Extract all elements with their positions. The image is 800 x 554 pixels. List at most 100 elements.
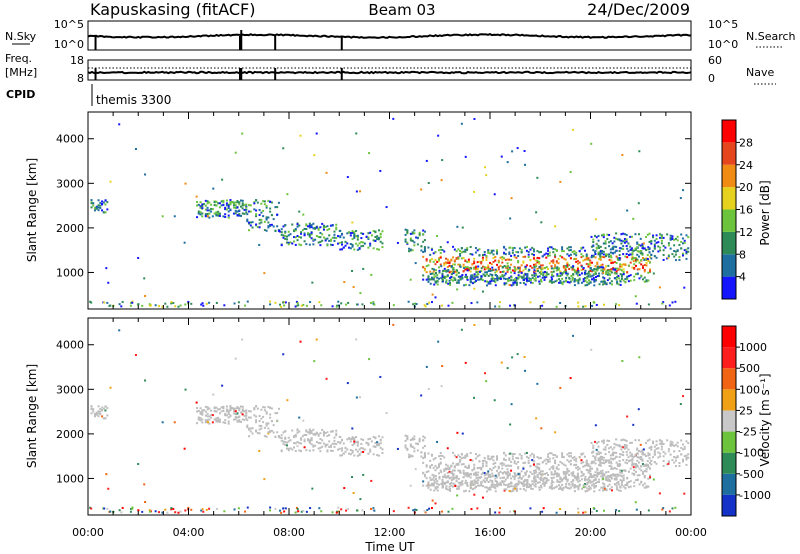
range-cell [634, 248, 637, 251]
freq-panel-frame [87, 59, 692, 81]
range-cell [446, 467, 449, 470]
range-cell [232, 204, 235, 207]
range-cell [520, 251, 523, 254]
range-cell [630, 464, 633, 467]
range-cell [619, 453, 622, 456]
range-cell [612, 473, 615, 476]
range-cell [510, 477, 513, 480]
range-cell [622, 451, 625, 454]
range-cell [593, 490, 596, 493]
range-cell [361, 509, 364, 512]
range-cell [481, 462, 484, 465]
range-cell [510, 482, 513, 485]
range-cell [570, 274, 573, 277]
range-cell [352, 286, 355, 289]
range-cell [627, 486, 630, 489]
range-cell [536, 481, 539, 484]
range-cell [351, 450, 354, 453]
range-cell [547, 459, 550, 462]
range-cell [161, 215, 164, 218]
range-cell [473, 260, 476, 263]
range-cell [528, 277, 531, 280]
range-cell [599, 258, 602, 261]
range-cell [658, 492, 661, 495]
range-cell [349, 438, 352, 441]
range-cell [562, 280, 565, 283]
range-cell [439, 255, 442, 258]
range-cell [318, 507, 321, 510]
range-cell [685, 257, 688, 260]
range-cell [470, 483, 473, 486]
range-cell [582, 267, 585, 270]
range-cell [602, 448, 605, 451]
range-cell [464, 482, 467, 485]
range-cell [613, 240, 616, 243]
range-cell [333, 445, 336, 448]
range-cell [568, 470, 571, 473]
range-cell [430, 482, 433, 485]
range-cell [569, 246, 572, 249]
range-cell [144, 173, 147, 176]
range-cell [548, 262, 551, 265]
range-cell [310, 233, 313, 236]
range-cell [590, 462, 593, 465]
range-cell [487, 488, 490, 491]
range-cell [269, 413, 272, 416]
range-cell [622, 248, 625, 251]
range-cell [599, 255, 602, 258]
range-cell [362, 244, 365, 247]
range-cell [648, 453, 651, 456]
range-cell [248, 427, 251, 430]
nsky-top-tick: 10^5 [54, 18, 84, 31]
range-cell [646, 464, 649, 467]
range-cell [587, 270, 590, 273]
range-cell [326, 225, 329, 228]
range-cell [660, 445, 663, 448]
range-cell [536, 250, 539, 253]
range-cell [542, 480, 545, 483]
range-cell [319, 236, 322, 239]
range-cell [643, 276, 646, 279]
range-cell [340, 302, 343, 305]
range-cell [555, 455, 558, 458]
range-cell [149, 510, 152, 513]
range-cell [544, 472, 547, 475]
range-cell [353, 234, 356, 237]
range-cell [510, 258, 513, 261]
range-cell [310, 439, 313, 442]
range-cell [224, 421, 227, 424]
range-cell [284, 237, 287, 240]
range-cell [611, 448, 614, 451]
range-cell [409, 239, 412, 242]
range-cell [595, 268, 598, 271]
range-cell [241, 202, 244, 205]
range-cell [267, 221, 270, 224]
range-cell [669, 444, 672, 447]
range-cell [585, 258, 588, 261]
range-cell [599, 464, 602, 467]
colorbar-swatch [722, 431, 736, 453]
range-cell [237, 301, 240, 304]
range-cell [603, 509, 606, 512]
range-cell [620, 471, 623, 474]
range-cell [234, 410, 237, 413]
range-cell [356, 454, 359, 457]
range-cell [573, 463, 576, 466]
range-cell [312, 243, 315, 246]
range-cell [610, 280, 613, 283]
range-cell [561, 478, 564, 481]
range-cell [244, 304, 247, 307]
range-cell [620, 265, 623, 268]
range-cell [234, 204, 237, 207]
range-cell [443, 473, 446, 476]
range-cell [190, 302, 193, 305]
range-cell [536, 269, 539, 272]
range-cell [474, 486, 477, 489]
range-cell [650, 257, 653, 260]
range-cell [359, 292, 362, 295]
range-cell [681, 443, 684, 446]
range-cell [329, 243, 332, 246]
range-cell [506, 267, 509, 270]
range-cell [620, 475, 623, 478]
range-cell [631, 257, 634, 260]
